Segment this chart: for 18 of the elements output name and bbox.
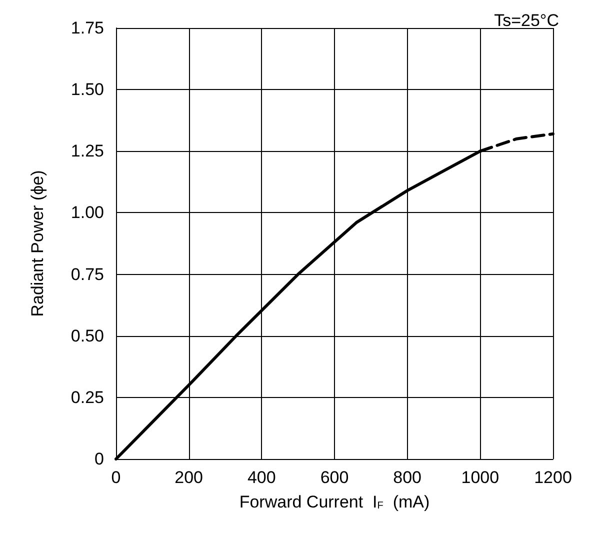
x-axis-title: Forward Current IF (mA) <box>239 492 430 512</box>
y-tick-label: 0.50 <box>70 326 104 346</box>
y-tick-label: 1.00 <box>70 203 104 222</box>
y-tick-label: 0.25 <box>70 388 104 407</box>
x-tick-label: 200 <box>174 468 204 487</box>
y-tick-label: 1.25 <box>70 142 104 161</box>
x-tick-label: 400 <box>247 468 276 487</box>
y-axis-title: Radiant Power (ϕe) <box>28 170 47 317</box>
y-tick-label: 0 <box>94 450 104 468</box>
y-tick-label: 1.75 <box>70 18 104 38</box>
x-tick-label: 600 <box>320 468 349 487</box>
annotation: Ts=25°C <box>494 11 560 30</box>
x-tick-label: 800 <box>393 468 422 487</box>
x-tick-label: 1200 <box>534 468 572 487</box>
x-tick-label: 1000 <box>461 468 500 487</box>
y-tick-label: 0.75 <box>70 264 104 284</box>
y-tick-label: 1.50 <box>70 80 104 100</box>
x-tick-label: 0 <box>111 468 121 487</box>
